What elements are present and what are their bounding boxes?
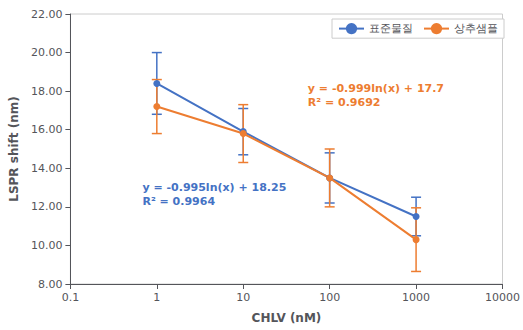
svg-text:y = -0.995ln(x) + 18.25: y = -0.995ln(x) + 18.25 xyxy=(142,181,286,194)
svg-text:LSPR shift (nm): LSPR shift (nm) xyxy=(7,96,21,201)
svg-text:R² = 0.9964: R² = 0.9964 xyxy=(142,195,215,208)
svg-text:16.00: 16.00 xyxy=(31,123,63,136)
svg-text:0.1: 0.1 xyxy=(62,291,80,304)
svg-text:10: 10 xyxy=(236,291,250,304)
svg-text:표준물질: 표준물질 xyxy=(369,22,413,35)
svg-text:18.00: 18.00 xyxy=(31,85,63,98)
svg-text:10000: 10000 xyxy=(485,291,520,304)
svg-text:y = -0.999ln(x) + 17.7: y = -0.999ln(x) + 17.7 xyxy=(308,82,444,95)
svg-text:14.00: 14.00 xyxy=(31,162,63,175)
svg-text:R² = 0.9692: R² = 0.9692 xyxy=(308,96,381,109)
svg-text:상추샘플: 상추샘플 xyxy=(454,22,498,35)
svg-text:1: 1 xyxy=(153,291,160,304)
svg-text:100: 100 xyxy=(319,291,340,304)
svg-text:CHLV (nM): CHLV (nM) xyxy=(252,311,322,325)
svg-text:12.00: 12.00 xyxy=(31,200,63,213)
svg-text:22.00: 22.00 xyxy=(31,8,63,21)
svg-text:20.00: 20.00 xyxy=(31,46,63,59)
svg-text:8.00: 8.00 xyxy=(38,278,63,291)
svg-text:1000: 1000 xyxy=(402,291,430,304)
svg-text:10.00: 10.00 xyxy=(31,239,63,252)
